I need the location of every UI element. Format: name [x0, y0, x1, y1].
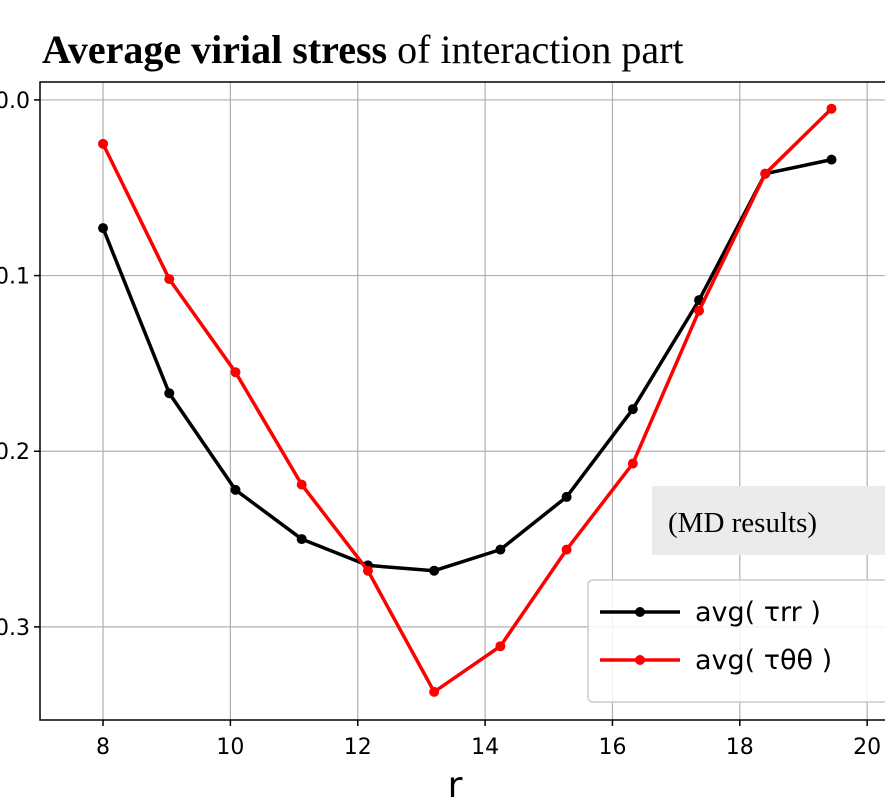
y-tick-label: −0.1: [0, 265, 30, 290]
y-tick-label: −0.3: [0, 616, 30, 641]
data-point: [164, 274, 175, 285]
x-tick-label: 8: [96, 735, 110, 760]
y-tick-label: −0.2: [0, 440, 30, 465]
x-tick-label: 12: [344, 735, 372, 760]
x-tick-label: 10: [216, 735, 244, 760]
x-tick-label: 16: [598, 735, 626, 760]
x-tick-label: 18: [726, 735, 754, 760]
data-point: [561, 544, 572, 555]
data-point: [164, 388, 175, 399]
x-axis-label: r: [448, 765, 463, 800]
annotation-box: [652, 486, 885, 555]
chart-title: Average virial stress of interaction par…: [42, 27, 684, 72]
series-line: [101, 107, 833, 695]
x-tick-label: 20: [853, 735, 881, 760]
data-point: [627, 404, 638, 415]
title-bold: Average virial stress: [42, 27, 387, 72]
title-rest: of interaction part: [387, 27, 684, 72]
data-point: [826, 154, 837, 165]
series-line: [101, 157, 832, 573]
data-point: [760, 168, 771, 179]
legend-marker: [635, 607, 645, 617]
plot-frame: [39, 81, 885, 721]
data-point: [296, 479, 307, 490]
data-point: [495, 544, 506, 555]
annotation: (MD results): [668, 507, 817, 539]
data-point: [429, 686, 440, 697]
data-point: [495, 641, 506, 652]
legend-label: avg( τrr ): [695, 597, 821, 628]
data-point: [362, 565, 373, 576]
legend-marker: [635, 655, 645, 665]
x-tick-label: 14: [471, 735, 499, 760]
data-point: [230, 367, 241, 378]
data-point: [627, 458, 638, 469]
data-point: [98, 223, 109, 234]
data-point: [230, 484, 241, 495]
data-point: [694, 305, 705, 316]
data-point: [429, 565, 440, 576]
y-tick-label: 0.0: [0, 89, 30, 114]
data-point: [296, 534, 307, 545]
data-point: [561, 491, 572, 502]
legend-label: avg( τθθ ): [695, 645, 832, 676]
data-point: [826, 103, 837, 114]
data-point: [98, 138, 109, 149]
